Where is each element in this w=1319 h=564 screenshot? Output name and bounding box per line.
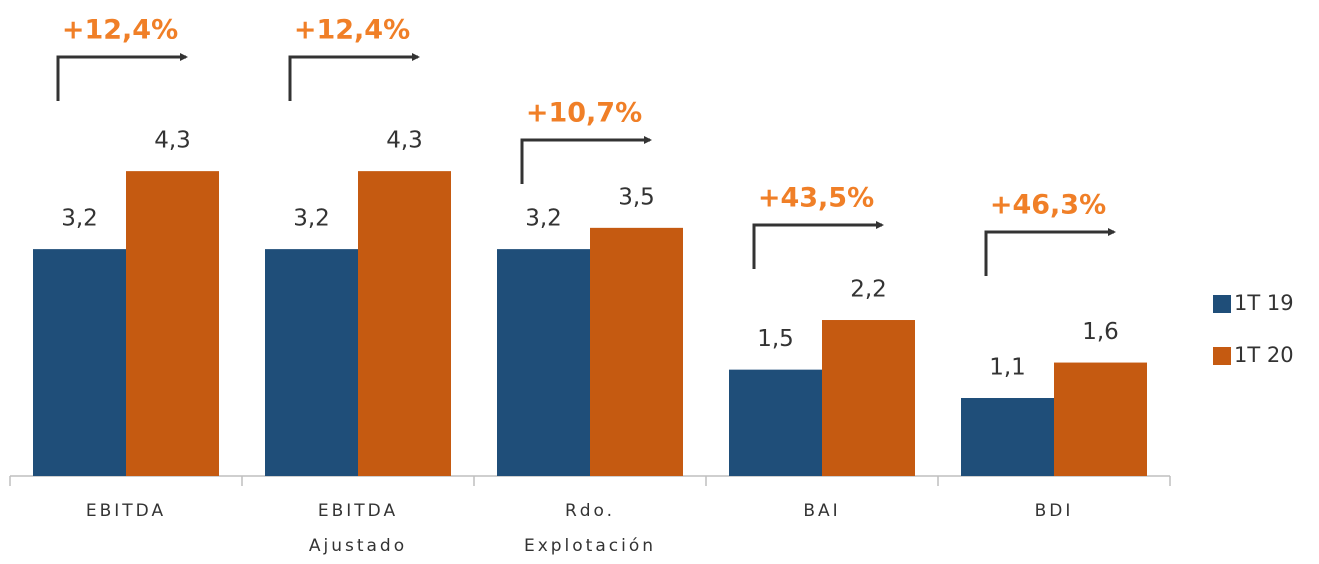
value-label: 2,2 [850,277,887,303]
bar [729,369,822,476]
value-label: 3,2 [293,206,330,232]
bar [961,398,1054,476]
value-label: 3,5 [618,184,655,210]
x-tick-label: EBITDA Ajustado [308,501,408,556]
legend-swatch [1213,295,1231,313]
legend-label: 1T 19 [1234,291,1294,315]
value-label: 1,5 [757,326,794,352]
legend-swatch [1213,347,1231,365]
growth-arrow [56,53,188,101]
growth-arrow [752,221,884,269]
x-tick-label: Rdo. Explotación [523,501,657,556]
growth-annotation: +12,4% [62,15,178,46]
bar [265,249,358,476]
bar [822,320,915,476]
bar [497,249,590,476]
growth-annotation: +46,3% [990,190,1106,221]
value-label: 3,2 [525,206,562,232]
growth-annotation: +10,7% [526,98,642,129]
bar [358,171,451,476]
value-label: 1,6 [1082,319,1119,345]
growth-arrow [288,53,420,101]
x-tick-label: BDI [1034,501,1074,521]
value-label: 3,2 [61,206,98,232]
value-label: 4,3 [154,128,191,154]
growth-annotation: +12,4% [294,15,410,46]
bar [1054,362,1147,476]
legend-label: 1T 20 [1234,343,1294,367]
growth-arrow [984,228,1116,276]
x-tick-label: EBITDA [85,501,167,521]
value-label: 4,3 [386,128,423,154]
bar [33,249,126,476]
bar [126,171,219,476]
growth-annotation: +43,5% [758,183,874,214]
growth-arrow [520,136,652,184]
value-label: 1,1 [989,355,1026,381]
bar [590,227,683,476]
x-tick-label: BAI [803,501,841,521]
